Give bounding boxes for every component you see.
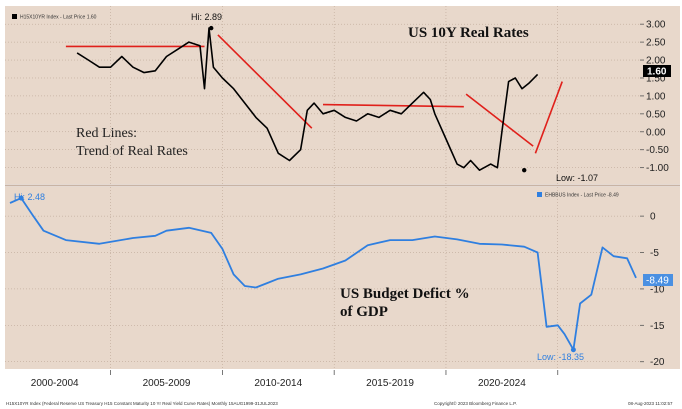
bottom-legend: EHBBUS Index - Last Price -8.49 — [545, 193, 619, 199]
top-low-label: Low: -1.07 — [556, 173, 598, 183]
annotation-point-top — [522, 167, 527, 173]
y-tick-top: 0.50 — [646, 109, 666, 120]
y-tick-bottom: -20 — [650, 357, 665, 368]
bottom-last-badge — [643, 274, 673, 286]
y-tick-bottom: -10 — [650, 284, 665, 295]
series-line-real-rates — [76, 27, 539, 171]
footer-copyright: Copyright© 2023 Bloomberg Finance L.P. — [434, 400, 517, 406]
top-panel-bg — [5, 6, 640, 184]
bottom-legend-swatch — [537, 192, 542, 197]
trend-line — [465, 93, 534, 147]
bottom-hi-label: Hi: 2.48 — [14, 192, 45, 202]
top-hi-label: Hi: 2.89 — [191, 12, 222, 22]
bottom-chart-title-line-1: US Budget Defict % — [340, 286, 470, 302]
y-tick-bottom: 0 — [650, 212, 656, 223]
y-tick-top: 0.00 — [646, 127, 666, 138]
y-tick-top: 2.50 — [646, 38, 666, 49]
y-tick-bottom: -15 — [650, 321, 665, 332]
trend-line — [217, 34, 313, 129]
trend-note-line-1: Red Lines: — [76, 126, 137, 141]
bottom-panel-bg — [5, 187, 640, 369]
top-chart-title: US 10Y Real Rates — [408, 25, 529, 41]
bottom-low-label: Low: -18.35 — [537, 352, 584, 362]
trend-line — [534, 81, 563, 154]
footer-timestamp: 08-Aug-2023 11:02:57 — [628, 401, 673, 406]
axis-strip-top — [640, 6, 680, 184]
y-tick-top: 1.00 — [646, 91, 666, 102]
marks-layer — [18, 25, 576, 353]
y-tick-top: 3.00 — [646, 20, 666, 31]
y-tick-top: -1.00 — [646, 163, 669, 174]
y-tick-top: 2.00 — [646, 56, 666, 67]
bottom-chart-title-line-2: of GDP — [340, 304, 388, 320]
trend-note-line-2: Trend of Real Rates — [76, 144, 188, 159]
top-last-badge — [643, 65, 671, 77]
grid-layer — [5, 6, 640, 369]
bottom-last-value: -8.49 — [646, 276, 669, 287]
y-axis-bottom: 0 -5 -10 -15 -20 — [640, 212, 665, 368]
annotation-point-top — [209, 25, 214, 31]
x-tick-label: 2010-2014 — [254, 378, 302, 389]
trend-line — [322, 103, 464, 108]
x-tick-label: 2015-2019 — [366, 378, 414, 389]
xaxis-band — [5, 370, 680, 392]
x-axis: 2000-2004 2005-2009 2010-2014 2015-2019 2020… — [31, 370, 559, 389]
y-tick-bottom: -5 — [650, 248, 659, 259]
top-legend-swatch — [12, 14, 17, 19]
annotation-point-bottom — [570, 347, 576, 353]
footer-source: H15X10YR Index (Federal Reserve US Treas… — [6, 401, 278, 406]
top-legend: H15X10YR Index - Last Price 1.60 — [20, 15, 97, 21]
annotation-point-bottom — [18, 195, 24, 201]
x-tick-label: 2020-2024 — [478, 378, 526, 389]
series-line-budget-deficit — [9, 197, 637, 351]
top-last-value: 1.60 — [647, 67, 667, 78]
y-axis-top: 3.00 2.50 2.00 1.50 1.00 0.50 0.00 -0.50 -1.00 — [640, 20, 669, 174]
x-tick-label: 2005-2009 — [143, 378, 191, 389]
series-layer — [9, 27, 637, 351]
x-tick-label: 2000-2004 — [31, 378, 79, 389]
y-tick-top: 1.50 — [646, 73, 666, 84]
y-tick-top: -0.50 — [646, 145, 669, 156]
